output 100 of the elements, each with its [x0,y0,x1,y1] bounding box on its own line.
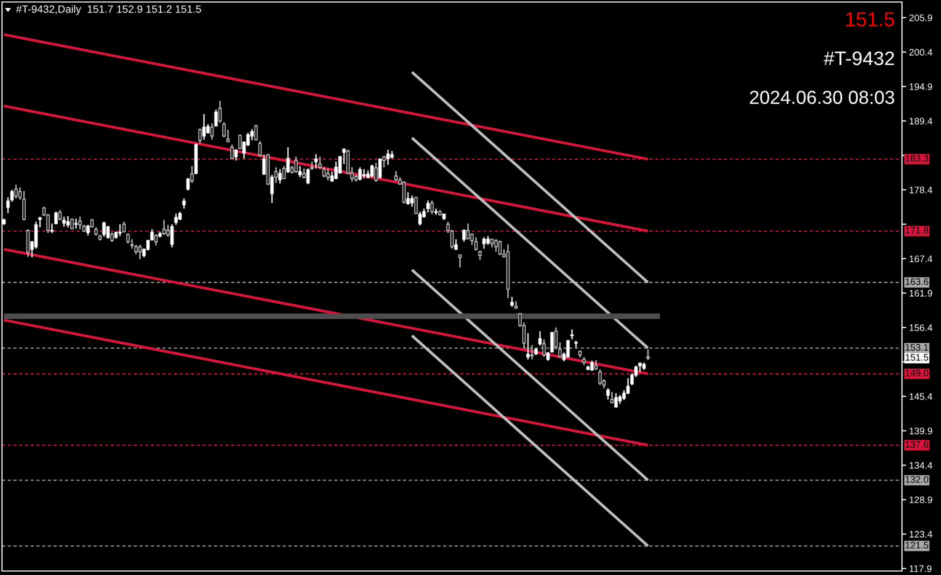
candlestick [418,211,422,226]
candlestick [230,144,234,160]
chart-title: #T-9432,Daily 151.7 152.9 151.2 151.5 [16,5,202,15]
candlestick [238,134,242,150]
annotation: 151.5 [846,12,894,26]
candlestick [62,216,66,228]
candlestick [222,122,226,138]
candlestick [326,168,330,182]
candlestick [278,168,282,184]
candlestick [6,196,10,214]
candlestick [50,222,54,234]
candlestick [126,232,130,244]
candlestick [470,232,474,246]
candlestick [298,165,302,178]
candlestick [426,200,430,213]
y-tick-label: 145.4 [910,393,932,400]
candlestick [226,129,230,143]
y-tick-label: 139.9 [910,428,932,434]
candlestick [406,192,410,206]
y-tick-label: 194.9 [910,83,932,90]
candlestick [22,190,26,222]
y-tick-label: 156.4 [910,324,932,332]
candlestick [458,254,462,268]
candlestick [566,339,570,358]
candlestick [558,342,562,358]
candlestick [570,328,574,340]
candlestick [250,128,254,141]
candlestick [414,196,418,215]
candlestick [386,149,390,166]
candlestick [170,224,174,248]
candlestick [286,146,290,174]
y-tick-label: 205.9 [909,14,932,22]
y-tick-label: 123.4 [910,530,932,538]
candlestick [318,156,322,170]
candlestick [302,168,306,180]
candlestick [26,228,30,258]
y-tick-label: 200.4 [909,48,932,56]
candlestick [190,165,194,184]
y-tick-label: 117.9 [910,565,932,572]
candlestick [554,326,558,350]
ref-line-label: 137.6 [906,441,928,448]
candlestick [314,153,318,170]
candlestick [510,296,514,308]
candlestick [322,166,326,178]
candlestick [282,165,286,180]
candlestick [174,212,178,226]
candlestick [526,332,530,360]
candlestick [394,170,398,182]
y-tick-label: 189.4 [910,118,932,124]
candlestick [606,388,610,400]
candlestick [306,168,310,185]
candlestick [106,225,110,240]
candlestick [378,158,382,180]
candlestick [86,224,90,236]
candlestick [550,332,554,354]
candlestick [182,198,186,210]
candlestick [346,149,350,175]
y-tick-label: 134.4 [910,462,932,469]
candlestick [262,154,266,176]
candlestick [214,109,218,128]
annotation: #T-9432 [824,51,894,66]
candlestick [362,168,366,180]
y-tick-label: 161.9 [910,290,932,297]
candlestick [622,389,626,401]
candlestick [478,250,482,261]
candlestick [370,164,374,178]
y-tick-label: 167.4 [910,255,932,262]
candlestick [162,219,166,236]
candlestick [198,128,202,144]
candlestick [538,330,542,346]
candlestick [466,222,470,240]
annotation: 2024.06.30 08:03 [750,90,894,104]
candlestick [18,186,22,200]
y-tick-label: 178.4 [910,186,932,194]
candlestick [342,148,346,165]
candlestick [258,140,262,158]
candlestick [410,194,414,208]
candlestick [38,216,42,228]
candlestick [66,215,70,228]
candlestick [530,344,534,360]
candlestick [130,238,134,250]
y-tick-label: 128.9 [910,496,932,504]
candlestick [78,216,82,230]
candlestick [10,189,14,202]
candlestick [186,177,190,192]
ref-line-label: 132.0 [906,476,928,483]
candlestick [274,166,278,184]
candlestick [218,100,222,124]
candlestick [614,392,618,408]
candlestick [74,218,78,230]
ref-line-label: 163.6 [906,278,928,285]
ref-line-label: 153.1 [906,344,928,351]
candlestick [210,122,214,140]
ref-line-label: 121.5 [906,542,928,548]
candlestick [110,232,114,242]
candlestick [166,224,170,238]
candlestick [594,359,598,371]
candlestick [54,211,58,225]
annotation: 151.5 [906,354,928,361]
ref-line-label: 171.8 [906,226,928,234]
